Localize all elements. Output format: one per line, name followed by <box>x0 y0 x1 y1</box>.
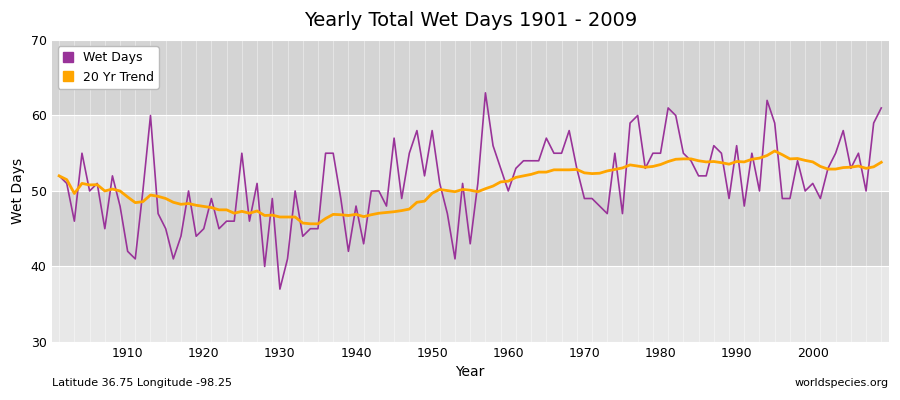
Wet Days <box>274 287 285 292</box>
X-axis label: Year: Year <box>455 365 485 379</box>
20 Yr Trend <box>305 221 316 226</box>
Wet Days <box>336 196 346 201</box>
20 Yr Trend <box>114 188 125 193</box>
Wet Days <box>480 90 491 95</box>
Bar <box>51 40 889 116</box>
Y-axis label: Wet Days: Wet Days <box>11 158 25 224</box>
20 Yr Trend <box>336 212 346 217</box>
Wet Days <box>876 106 886 110</box>
Bar <box>51 116 889 191</box>
20 Yr Trend <box>876 160 886 165</box>
Line: 20 Yr Trend: 20 Yr Trend <box>59 151 881 224</box>
Line: Wet Days: Wet Days <box>59 93 881 289</box>
Bar <box>51 266 889 342</box>
20 Yr Trend <box>510 175 521 180</box>
20 Yr Trend <box>503 179 514 184</box>
20 Yr Trend <box>282 215 292 220</box>
Title: Yearly Total Wet Days 1901 - 2009: Yearly Total Wet Days 1901 - 2009 <box>303 11 637 30</box>
Text: Latitude 36.75 Longitude -98.25: Latitude 36.75 Longitude -98.25 <box>51 378 231 388</box>
20 Yr Trend <box>770 148 780 153</box>
Wet Days <box>609 151 620 156</box>
Text: worldspecies.org: worldspecies.org <box>795 378 889 388</box>
Wet Days <box>54 174 65 178</box>
Wet Days <box>290 188 301 193</box>
Wet Days <box>510 166 521 171</box>
20 Yr Trend <box>54 174 65 178</box>
Wet Days <box>114 204 125 208</box>
Bar <box>51 191 889 266</box>
20 Yr Trend <box>602 168 613 173</box>
Wet Days <box>518 158 529 163</box>
Legend: Wet Days, 20 Yr Trend: Wet Days, 20 Yr Trend <box>58 46 158 88</box>
